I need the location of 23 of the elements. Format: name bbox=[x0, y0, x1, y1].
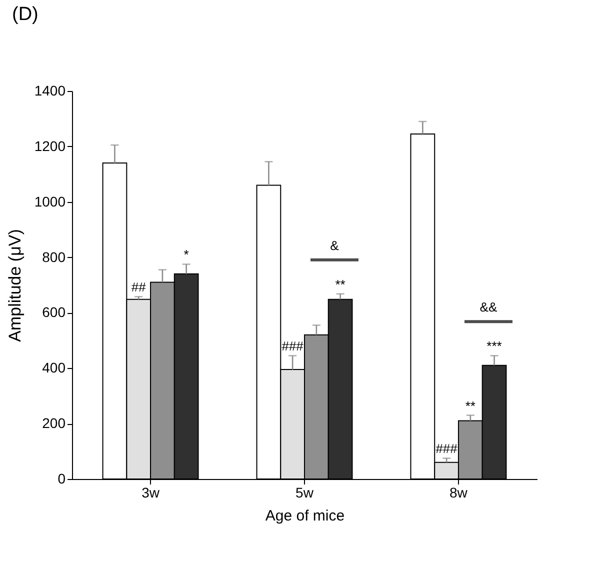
annotation: & bbox=[330, 238, 340, 253]
y-tick-label: 600 bbox=[42, 304, 66, 320]
data-label: ** bbox=[335, 276, 346, 292]
annotation: && bbox=[480, 300, 498, 315]
y-tick-label: 800 bbox=[42, 248, 66, 265]
data-label: *** bbox=[486, 338, 502, 354]
x-tick-label: 5w bbox=[296, 484, 314, 500]
x-tick-label: 8w bbox=[450, 484, 468, 500]
y-tick-label: 1200 bbox=[34, 138, 66, 154]
x-tick-label: 3w bbox=[142, 484, 160, 500]
data-label: ## bbox=[131, 280, 147, 295]
data-label: ** bbox=[465, 398, 476, 414]
x-axis-title: Age of mice bbox=[265, 508, 345, 524]
y-tick-label: 1400 bbox=[34, 82, 66, 98]
data-label: * bbox=[184, 247, 189, 262]
y-axis-title: Amplitude (μV) bbox=[5, 229, 24, 342]
data-label: ### bbox=[282, 338, 304, 354]
y-tick-label: 400 bbox=[42, 360, 66, 376]
y-tick-label: 0 bbox=[58, 470, 66, 486]
y-tick-label: 200 bbox=[42, 415, 66, 432]
data-label: ### bbox=[436, 441, 458, 456]
y-tick-label: 1000 bbox=[34, 193, 66, 210]
chart-title: (D) bbox=[12, 4, 38, 25]
